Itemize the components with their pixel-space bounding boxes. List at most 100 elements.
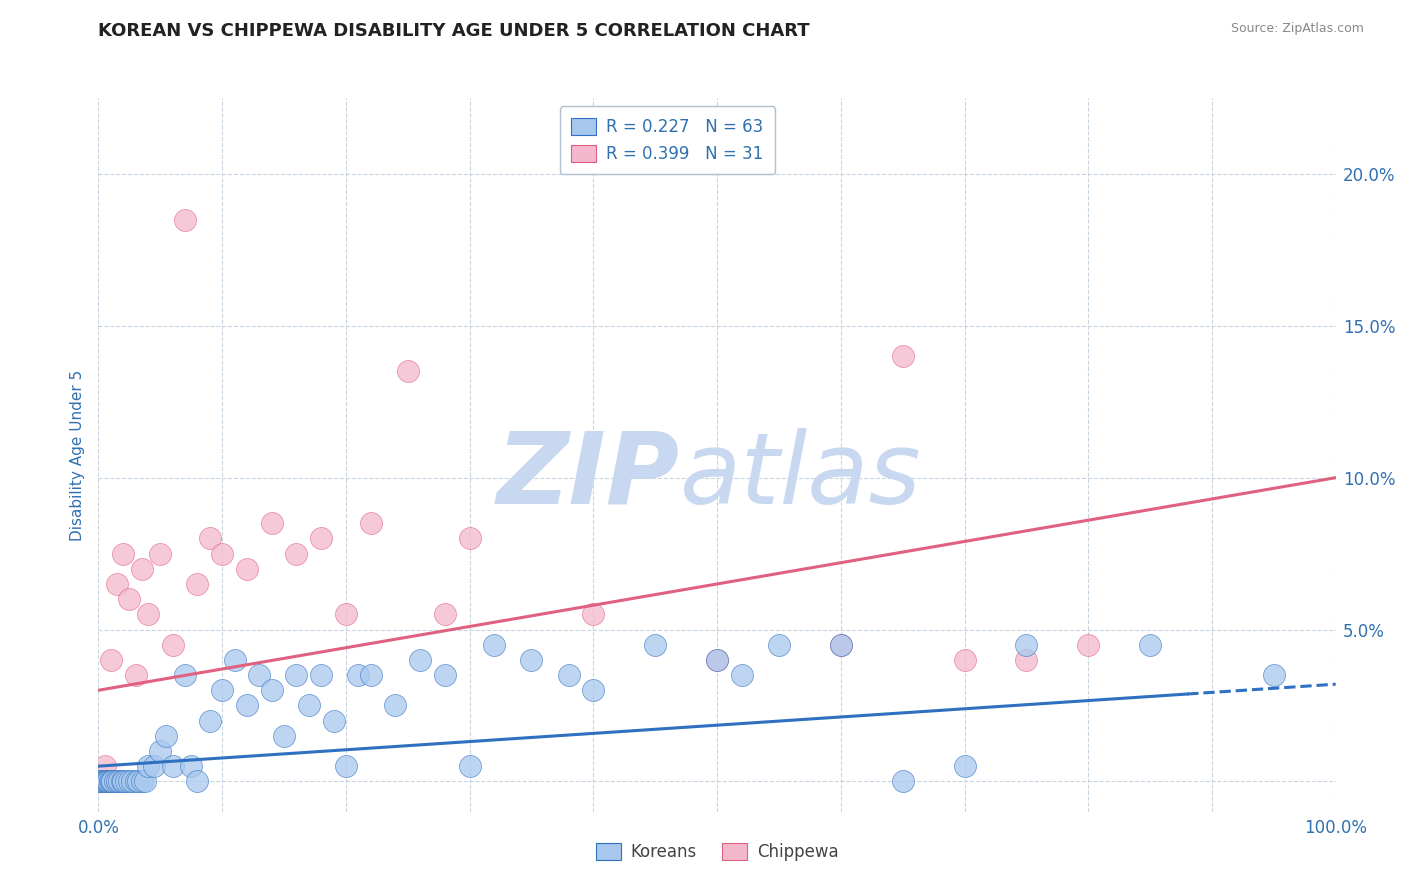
Point <box>108 774 131 789</box>
Text: Source: ZipAtlas.com: Source: ZipAtlas.com <box>1230 22 1364 36</box>
Point <box>93 759 115 773</box>
Point <box>121 774 143 789</box>
Point <box>768 638 790 652</box>
Point <box>90 774 112 789</box>
Point <box>484 638 506 652</box>
Point <box>198 532 221 546</box>
Point <box>136 607 159 622</box>
Point <box>98 774 121 789</box>
Point <box>520 653 543 667</box>
Point <box>103 774 125 789</box>
Point <box>89 774 111 789</box>
Point <box>335 607 357 622</box>
Point <box>89 774 111 789</box>
Point <box>309 532 332 546</box>
Point <box>260 683 283 698</box>
Point <box>396 364 419 378</box>
Point <box>433 668 456 682</box>
Point <box>285 668 308 682</box>
Point <box>112 774 135 789</box>
Point <box>582 683 605 698</box>
Point <box>1263 668 1285 682</box>
Point <box>224 653 246 667</box>
Point <box>273 729 295 743</box>
Point <box>458 532 481 546</box>
Point <box>112 547 135 561</box>
Point <box>105 577 128 591</box>
Point <box>236 698 259 713</box>
Point <box>953 759 976 773</box>
Point <box>124 668 146 682</box>
Point <box>211 547 233 561</box>
Point <box>143 759 166 773</box>
Point <box>124 774 146 789</box>
Point <box>131 562 153 576</box>
Point <box>105 774 128 789</box>
Point <box>644 638 666 652</box>
Point <box>706 653 728 667</box>
Text: ZIP: ZIP <box>496 428 681 524</box>
Point <box>134 774 156 789</box>
Point <box>335 759 357 773</box>
Point <box>298 698 321 713</box>
Point <box>180 759 202 773</box>
Point <box>1077 638 1099 652</box>
Point <box>1015 653 1038 667</box>
Point <box>186 577 208 591</box>
Point <box>162 638 184 652</box>
Point <box>97 774 120 789</box>
Point <box>101 774 124 789</box>
Point <box>285 547 308 561</box>
Point <box>309 668 332 682</box>
Point <box>360 668 382 682</box>
Point <box>136 759 159 773</box>
Point <box>127 774 149 789</box>
Point <box>162 759 184 773</box>
Point <box>557 668 579 682</box>
Point <box>731 668 754 682</box>
Point <box>186 774 208 789</box>
Point <box>94 774 117 789</box>
Point <box>891 774 914 789</box>
Point <box>155 729 177 743</box>
Point <box>1015 638 1038 652</box>
Point <box>384 698 406 713</box>
Text: KOREAN VS CHIPPEWA DISABILITY AGE UNDER 5 CORRELATION CHART: KOREAN VS CHIPPEWA DISABILITY AGE UNDER … <box>98 22 810 40</box>
Point <box>260 516 283 531</box>
Y-axis label: Disability Age Under 5: Disability Age Under 5 <box>69 369 84 541</box>
Point <box>433 607 456 622</box>
Point <box>174 212 197 227</box>
Point <box>360 516 382 531</box>
Text: atlas: atlas <box>681 428 921 524</box>
Point <box>100 653 122 667</box>
Point <box>409 653 432 667</box>
Point <box>114 774 136 789</box>
Point <box>91 774 114 789</box>
Point <box>458 759 481 773</box>
Point <box>953 653 976 667</box>
Point <box>118 774 141 789</box>
Point <box>93 774 115 789</box>
Point <box>100 774 122 789</box>
Point <box>322 714 344 728</box>
Point <box>149 547 172 561</box>
Point <box>830 638 852 652</box>
Point <box>149 744 172 758</box>
Point <box>96 774 118 789</box>
Point <box>236 562 259 576</box>
Point <box>118 592 141 607</box>
Point <box>582 607 605 622</box>
Point <box>131 774 153 789</box>
Legend: Koreans, Chippewa: Koreans, Chippewa <box>589 836 845 868</box>
Point <box>93 774 115 789</box>
Point <box>706 653 728 667</box>
Point <box>111 774 134 789</box>
Point <box>247 668 270 682</box>
Point <box>211 683 233 698</box>
Point <box>1139 638 1161 652</box>
Point <box>830 638 852 652</box>
Point <box>174 668 197 682</box>
Point <box>347 668 370 682</box>
Point <box>891 349 914 363</box>
Point <box>198 714 221 728</box>
